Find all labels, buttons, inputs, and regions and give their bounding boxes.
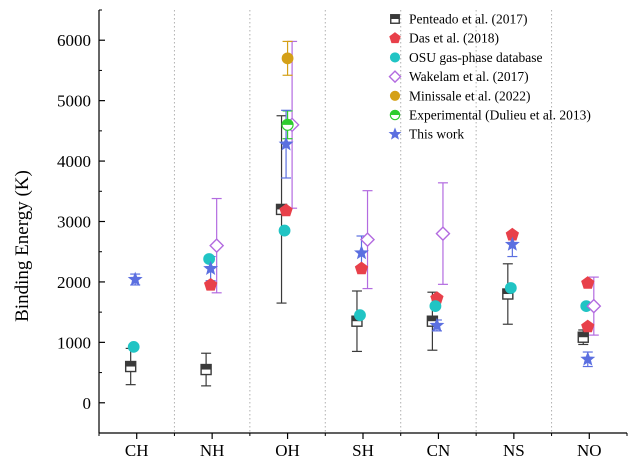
data-point [209,238,225,254]
data-point [127,271,143,286]
y-tick-label: 4000 [57,152,91,171]
legend-label: Minissale et al. (2022) [409,88,530,103]
data-point [586,298,602,314]
data-point [279,203,293,217]
data-point [504,282,517,294]
data-point [580,351,596,366]
y-tick-label: 2000 [57,273,91,292]
legend-entry: This work [388,127,464,142]
legend-entry: Wakelam et al. (2017) [388,69,529,84]
data-point [577,331,589,343]
series-3 [211,40,599,336]
data-point [429,300,442,313]
legend-entry: Penteado et al. (2017) [390,12,527,27]
legend-marker [390,14,400,24]
legend-label: Wakelam et al. (2017) [409,69,529,84]
x-tick-label: NH [200,441,225,460]
data-point [281,52,294,65]
data-point [281,118,294,131]
data-point [354,309,366,322]
series-markers-4 [281,52,294,65]
data-point [581,276,595,289]
y-axis-title: Binding Energy (K) [12,170,33,322]
series-markers-6 [127,136,596,366]
data-point [278,136,294,151]
data-point [203,253,216,265]
y-tick-label: 0 [83,394,92,413]
x-tick-label: NO [577,441,602,460]
x-tick-label: CN [427,441,451,460]
y-tick-label: 6000 [57,31,91,50]
data-point [203,277,218,291]
data-point [124,360,137,373]
data-point [203,260,219,275]
legend-marker [389,109,401,121]
legend-label: This work [409,127,464,142]
legend-entry: Experimental (Dulieu et al. 2013) [389,108,591,123]
legend-entry: Das et al. (2018) [389,31,499,46]
data-point [127,340,140,353]
data-point [354,245,369,260]
data-point [429,317,445,332]
x-tick-label: NS [503,441,525,460]
x-tick-label: CH [125,441,149,460]
legend-marker [388,127,402,140]
series-markers-3 [209,117,602,314]
y-tick-label: 3000 [57,213,91,232]
legend-entry: OSU gas-phase database [389,50,542,65]
legend-marker [389,32,401,44]
data-point [354,261,369,275]
x-tick-label: OH [275,441,300,460]
legend-marker [389,52,401,63]
series-markers-2 [127,224,593,353]
y-tick-label: 1000 [57,333,91,352]
legend-label: Experimental (Dulieu et al. 2013) [409,108,591,123]
legend-label: Penteado et al. (2017) [409,12,527,27]
x-tick-label: SH [352,441,374,460]
data-point [581,319,595,333]
data-point [504,236,520,251]
legend-label: Das et al. (2018) [409,31,499,46]
data-point [200,363,212,376]
data-point [278,224,291,237]
series-markers-1 [203,203,595,333]
legend-marker [389,90,401,101]
data-point [435,226,451,242]
series-markers-5 [281,118,294,131]
legend-entry: Minissale et al. (2022) [389,88,530,103]
legend-marker [388,70,402,84]
legend-label: OSU gas-phase database [409,50,542,65]
y-tick-label: 5000 [57,92,91,111]
data-point [360,232,376,248]
